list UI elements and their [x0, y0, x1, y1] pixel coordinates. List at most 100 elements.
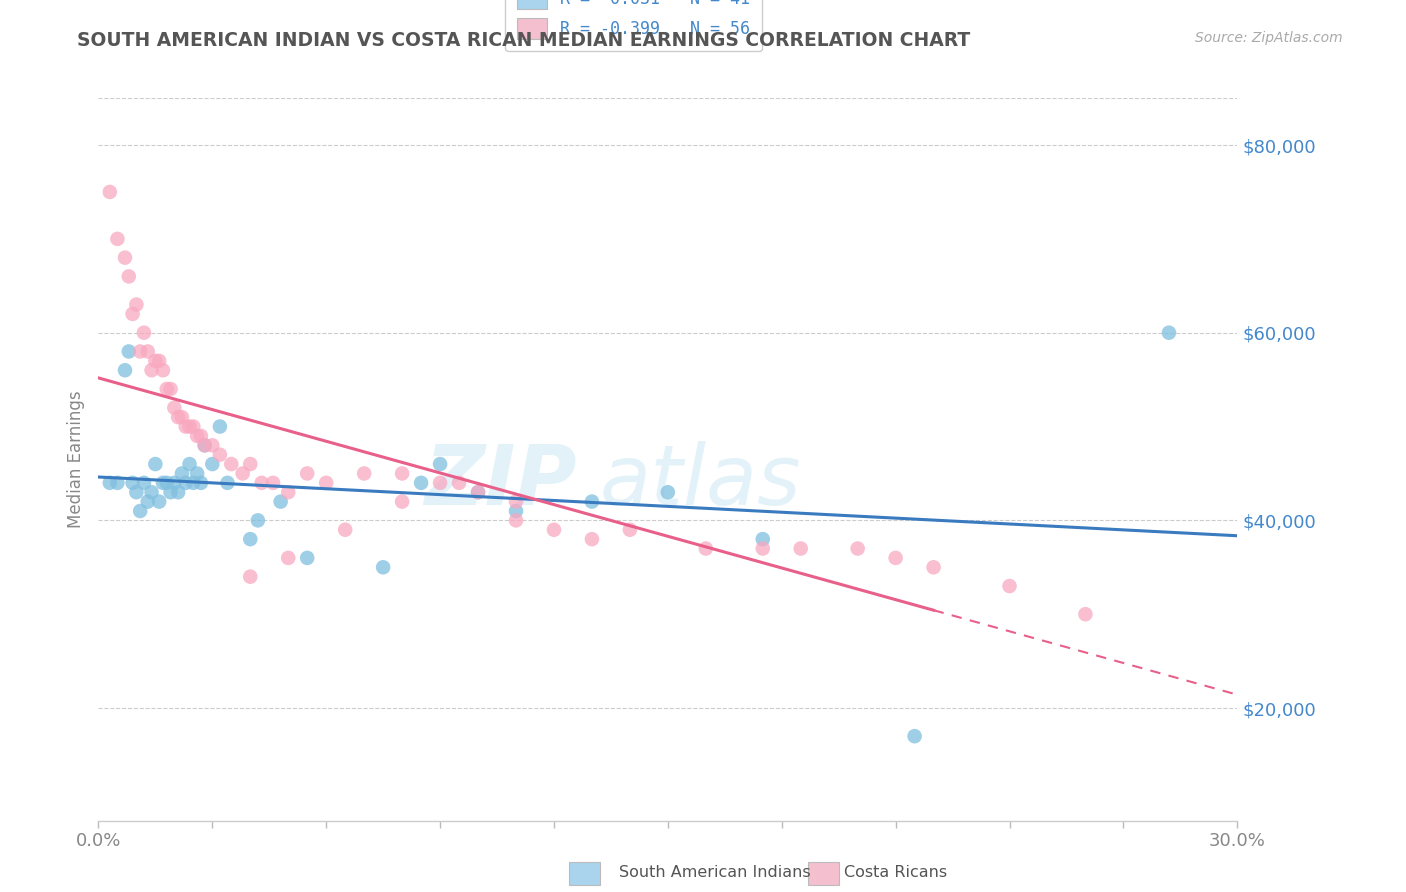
Point: [152, 363, 174, 377]
Point: [129, 504, 152, 518]
Point: [136, 494, 159, 508]
Point: [156, 382, 179, 396]
Point: [429, 475, 451, 490]
Point: [194, 438, 217, 452]
Point: [136, 344, 159, 359]
Point: [250, 475, 273, 490]
Point: [581, 532, 603, 546]
Point: [221, 457, 243, 471]
Point: [262, 475, 284, 490]
Point: [232, 467, 254, 481]
Point: [145, 354, 167, 368]
Text: atlas: atlas: [599, 441, 801, 522]
Point: [505, 494, 527, 508]
Legend: R =  0.031   N = 41, R = -0.399   N = 56: R = 0.031 N = 41, R = -0.399 N = 56: [505, 0, 762, 51]
Point: [107, 475, 129, 490]
Point: [467, 485, 489, 500]
Point: [277, 550, 299, 565]
Point: [239, 569, 262, 583]
Y-axis label: Median Earnings: Median Earnings: [66, 391, 84, 528]
Point: [174, 475, 197, 490]
Point: [239, 532, 262, 546]
Point: [183, 475, 205, 490]
Point: [167, 485, 190, 500]
Point: [270, 494, 292, 508]
Point: [371, 560, 394, 574]
Point: [208, 448, 231, 462]
Point: [467, 485, 489, 500]
Point: [449, 475, 471, 490]
Point: [391, 494, 413, 508]
Point: [998, 579, 1021, 593]
Point: [170, 410, 193, 425]
Point: [148, 494, 170, 508]
Point: [98, 185, 121, 199]
Point: [98, 475, 121, 490]
Point: [246, 513, 269, 527]
Point: [315, 475, 337, 490]
Point: [179, 419, 201, 434]
Point: [179, 457, 201, 471]
Point: [159, 485, 181, 500]
Point: [145, 457, 167, 471]
Point: [1074, 607, 1097, 622]
Point: [194, 438, 217, 452]
Point: [1157, 326, 1180, 340]
Point: [884, 550, 907, 565]
Point: [167, 410, 190, 425]
Point: [114, 363, 136, 377]
Point: [129, 344, 152, 359]
Point: [391, 467, 413, 481]
Point: [148, 354, 170, 368]
Point: [543, 523, 565, 537]
Point: [156, 475, 179, 490]
Point: [695, 541, 717, 556]
Point: [505, 504, 527, 518]
Point: [846, 541, 869, 556]
Point: [118, 269, 141, 284]
Point: [277, 485, 299, 500]
Point: [170, 467, 193, 481]
Point: [186, 467, 208, 481]
Point: [922, 560, 945, 574]
Point: [159, 382, 181, 396]
Text: SOUTH AMERICAN INDIAN VS COSTA RICAN MEDIAN EARNINGS CORRELATION CHART: SOUTH AMERICAN INDIAN VS COSTA RICAN MED…: [77, 31, 970, 50]
Point: [163, 475, 186, 490]
Text: Source: ZipAtlas.com: Source: ZipAtlas.com: [1195, 31, 1343, 45]
Point: [752, 541, 775, 556]
Point: [619, 523, 641, 537]
Point: [752, 532, 775, 546]
Point: [190, 475, 212, 490]
Point: [201, 457, 224, 471]
Point: [186, 429, 208, 443]
Point: [505, 513, 527, 527]
Point: [581, 494, 603, 508]
Point: [141, 363, 163, 377]
Point: [132, 475, 155, 490]
Text: Costa Ricans: Costa Ricans: [844, 865, 946, 880]
Point: [141, 485, 163, 500]
Point: [132, 326, 155, 340]
Point: [411, 475, 433, 490]
Point: [239, 457, 262, 471]
Point: [125, 485, 148, 500]
Point: [353, 467, 375, 481]
Point: [125, 297, 148, 311]
Point: [190, 429, 212, 443]
Point: [163, 401, 186, 415]
Point: [121, 307, 143, 321]
Point: [208, 419, 231, 434]
Point: [114, 251, 136, 265]
Point: [297, 550, 319, 565]
Text: ZIP: ZIP: [425, 441, 576, 522]
Point: [904, 729, 927, 743]
Point: [201, 438, 224, 452]
Point: [790, 541, 813, 556]
Point: [107, 232, 129, 246]
Text: South American Indians: South American Indians: [619, 865, 810, 880]
Point: [174, 419, 197, 434]
Point: [183, 419, 205, 434]
Point: [118, 344, 141, 359]
Point: [217, 475, 239, 490]
Point: [152, 475, 174, 490]
